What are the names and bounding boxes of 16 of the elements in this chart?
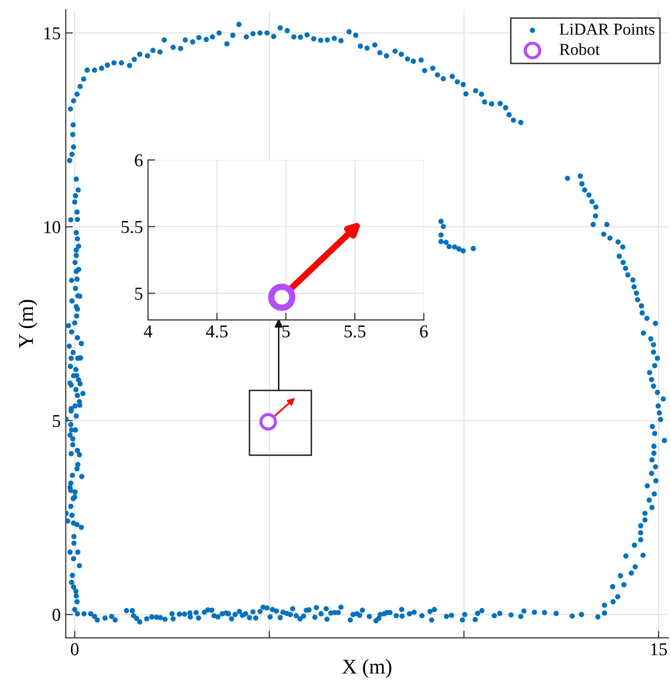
x-tick-label: 4 (144, 325, 152, 338)
x-axis-title: X (m) (342, 659, 392, 678)
x-tick-label: 6 (420, 325, 428, 338)
y-tick-label: 5 (52, 415, 60, 428)
x-tick-label: 4.5 (206, 325, 228, 338)
y-tick-label: 5.5 (122, 221, 142, 234)
legend-label: Robot (560, 43, 600, 56)
y-tick-label: 10 (44, 221, 60, 234)
y-tick-label: 6 (134, 154, 143, 166)
legend-label: LiDAR Points (560, 24, 654, 35)
y-tick-label: 5 (135, 288, 142, 300)
x-tick-label: 5 (282, 326, 290, 338)
y-axis-title: Y (m) (18, 300, 38, 348)
y-tick-label: 15 (44, 27, 60, 40)
y-tick-label: 0 (52, 608, 60, 621)
x-tick-label: 5.5 (344, 326, 366, 338)
